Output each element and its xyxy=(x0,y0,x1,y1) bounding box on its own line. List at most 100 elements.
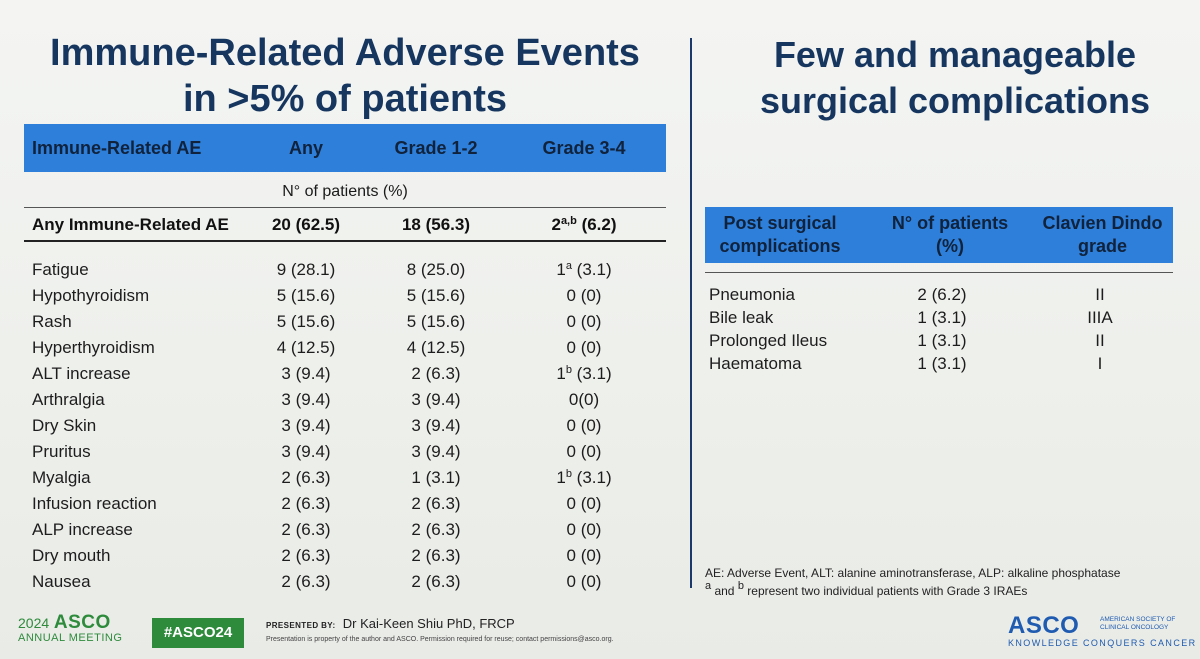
complication-rows: Pneumonia 2 (6.2) II Bile leak 1 (3.1) IIIA Pr… xyxy=(705,284,1173,376)
ae-grade-1-2: 5 (15.6) xyxy=(406,312,466,331)
any-row-label: Any Immune-Related AE xyxy=(32,215,229,234)
right-title-line-2: surgical complications xyxy=(759,80,1151,121)
complication-count: 2 (6.2) xyxy=(917,285,967,304)
column-divider xyxy=(690,38,692,588)
ae-grade-3-4: 0 (0) xyxy=(566,546,602,565)
right-title: Few and manageable surgical complication… xyxy=(720,32,1190,124)
complication-row: Haematoma 1 (3.1) I xyxy=(705,353,1173,376)
irae-row: Fatigue 9 (28.1) 8 (25.0) 1a (3.1) xyxy=(24,258,666,284)
any-irae-row: Any Immune-Related AE 20 (62.5) 18 (56.3… xyxy=(24,213,666,239)
irae-rows: Fatigue 9 (28.1) 8 (25.0) 1a (3.1) Hypothyro… xyxy=(24,258,666,596)
ae-grade-3-4: 0 (0) xyxy=(566,338,602,357)
ae-grade-1-2: 2 (6.3) xyxy=(411,572,461,591)
any-row-g12: 18 (56.3) xyxy=(401,215,471,234)
right-title-line-1: Few and manageable xyxy=(773,34,1137,75)
ae-any: 3 (9.4) xyxy=(281,390,331,409)
ae-label: Nausea xyxy=(32,572,91,591)
ae-grade-3-4: 0 (0) xyxy=(566,286,602,305)
complication-label: Bile leak xyxy=(709,308,774,327)
ae-grade-1-2: 2 (6.3) xyxy=(411,546,461,565)
complication-grade: II xyxy=(1095,331,1105,350)
ae-label: Dry mouth xyxy=(32,546,111,565)
header-grade-3-4: Grade 3-4 xyxy=(542,138,626,158)
irae-row: Rash 5 (15.6) 5 (15.6) 0 (0) xyxy=(24,310,666,336)
complication-grade: II xyxy=(1095,285,1105,304)
presenter-credit: PRESENTED BY: Dr Kai-Keen Shiu PhD, FRCP xyxy=(266,616,515,631)
ae-grade-1-2: 3 (9.4) xyxy=(411,442,461,461)
table-rule-thick xyxy=(24,240,666,242)
ae-label: ALT increase xyxy=(32,364,131,383)
complication-label: Haematoma xyxy=(709,354,802,373)
ae-grade-3-4: 0(0) xyxy=(568,390,600,409)
ae-grade-3-4: 1b (3.1) xyxy=(556,468,612,487)
ae-grade-3-4: 1b (3.1) xyxy=(556,364,612,383)
complication-row: Prolonged Ileus 1 (3.1) II xyxy=(705,330,1173,353)
header-grade-1-2: Grade 1-2 xyxy=(394,138,478,158)
irae-row: Hypothyroidism 5 (15.6) 5 (15.6) 0 (0) xyxy=(24,284,666,310)
ae-grade-3-4: 0 (0) xyxy=(566,572,602,591)
header-ae: Immune-Related AE xyxy=(32,138,202,158)
complication-row: Pneumonia 2 (6.2) II xyxy=(705,284,1173,307)
ae-label: ALP increase xyxy=(32,520,133,539)
ae-label: Hyperthyroidism xyxy=(32,338,155,357)
ae-any: 2 (6.3) xyxy=(281,520,331,539)
ae-grade-1-2: 5 (15.6) xyxy=(406,286,466,305)
any-row-any: 20 (62.5) xyxy=(271,215,341,234)
ae-any: 3 (9.4) xyxy=(281,442,331,461)
complication-label: Pneumonia xyxy=(709,285,796,304)
asco-annual-meeting-logo: 2024 ASCO ANNUAL MEETING xyxy=(18,612,123,644)
patients-subheader: N° of patients (%) xyxy=(282,183,408,200)
irae-row: Infusion reaction 2 (6.3) 2 (6.3) 0 (0) xyxy=(24,492,666,518)
ae-any: 4 (12.5) xyxy=(276,338,336,357)
ae-grade-1-2: 2 (6.3) xyxy=(411,364,461,383)
ae-grade-3-4: 0 (0) xyxy=(566,520,602,539)
footnote-superscripts: a and b represent two individual patient… xyxy=(705,580,1028,599)
left-title-line-1: Immune-Related Adverse Events xyxy=(50,32,640,74)
ae-grade-1-2: 4 (12.5) xyxy=(406,338,466,357)
ae-any: 2 (6.3) xyxy=(281,572,331,591)
ae-label: Myalgia xyxy=(32,468,91,487)
ae-grade-1-2: 3 (9.4) xyxy=(411,416,461,435)
header-clavien-dindo: Clavien Dindo grade xyxy=(1042,213,1163,256)
ae-label: Rash xyxy=(32,312,72,331)
ae-any: 5 (15.6) xyxy=(276,286,336,305)
irae-row: Dry Skin 3 (9.4) 3 (9.4) 0 (0) xyxy=(24,414,666,440)
ae-label: Hypothyroidism xyxy=(32,286,150,305)
ae-grade-3-4: 1a (3.1) xyxy=(556,260,612,279)
hashtag-badge: #ASCO24 xyxy=(152,618,244,648)
irae-table-header: Immune-Related AE Any Grade 1-2 Grade 3-… xyxy=(24,124,666,172)
irae-row: Dry mouth 2 (6.3) 2 (6.3) 0 (0) xyxy=(24,544,666,570)
ae-label: Infusion reaction xyxy=(32,494,157,513)
irae-row: Nausea 2 (6.3) 2 (6.3) 0 (0) xyxy=(24,570,666,596)
ae-any: 2 (6.3) xyxy=(281,494,331,513)
ae-any: 2 (6.3) xyxy=(281,468,331,487)
complication-label: Prolonged Ileus xyxy=(709,331,828,350)
ae-grade-3-4: 0 (0) xyxy=(566,312,602,331)
ae-grade-1-2: 8 (25.0) xyxy=(406,260,466,279)
footnote-abbreviations: AE: Adverse Event, ALT: alanine aminotra… xyxy=(705,566,1121,580)
irae-row: Arthralgia 3 (9.4) 3 (9.4) 0(0) xyxy=(24,388,666,414)
ae-grade-1-2: 2 (6.3) xyxy=(411,520,461,539)
ae-label: Arthralgia xyxy=(32,390,105,409)
ae-label: Dry Skin xyxy=(32,416,97,435)
complication-count: 1 (3.1) xyxy=(917,354,967,373)
irae-row: ALP increase 2 (6.3) 2 (6.3) 0 (0) xyxy=(24,518,666,544)
ae-any: 3 (9.4) xyxy=(281,416,331,435)
asco-logo: ASCO AMERICAN SOCIETY OF CLINICAL ONCOLO… xyxy=(1008,612,1197,648)
ae-any: 9 (28.1) xyxy=(276,260,336,279)
complication-count: 1 (3.1) xyxy=(917,308,967,327)
complication-count: 1 (3.1) xyxy=(917,331,967,350)
irae-row: ALT increase 3 (9.4) 2 (6.3) 1b (3.1) xyxy=(24,362,666,388)
irae-row: Myalgia 2 (6.3) 1 (3.1) 1b (3.1) xyxy=(24,466,666,492)
complication-row: Bile leak 1 (3.1) IIIA xyxy=(705,307,1173,330)
irae-row: Hyperthyroidism 4 (12.5) 4 (12.5) 0 (0) xyxy=(24,336,666,362)
ae-grade-1-2: 1 (3.1) xyxy=(411,468,461,487)
disclaimer: Presentation is property of the author a… xyxy=(266,636,614,643)
complications-rule xyxy=(705,272,1173,273)
left-title-line-2: in >5% of patients xyxy=(182,78,508,120)
header-post-surgical: Post surgical complications xyxy=(719,213,841,256)
complication-grade: IIIA xyxy=(1087,308,1113,327)
ae-any: 2 (6.3) xyxy=(281,546,331,565)
table-rule xyxy=(24,207,666,208)
ae-label: Pruritus xyxy=(32,442,91,461)
